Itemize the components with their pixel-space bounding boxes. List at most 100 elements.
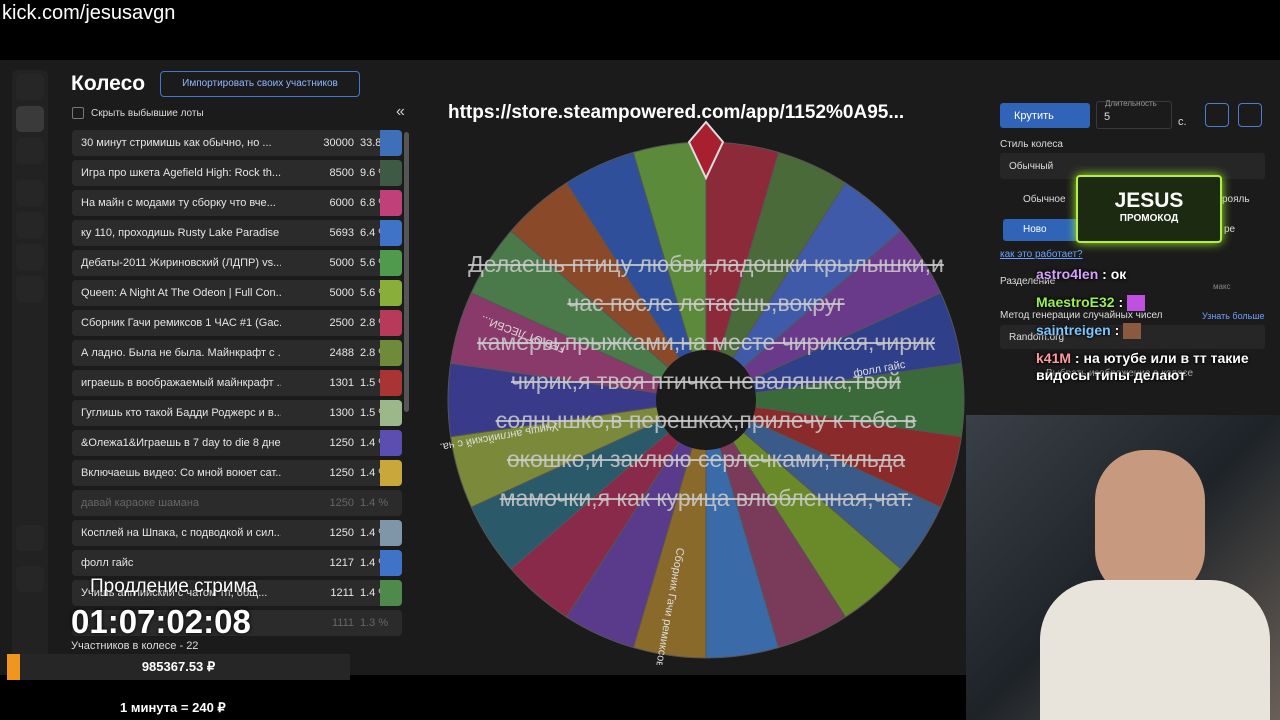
streamer-shirt — [1040, 580, 1270, 720]
split-label: Разделение — [1000, 276, 1056, 287]
lot-row[interactable]: фолл гайс 1217 1.4 % — [72, 550, 402, 576]
lot-color — [380, 220, 402, 246]
collapse-button[interactable]: « — [396, 103, 405, 120]
lot-color — [380, 250, 402, 276]
lot-row[interactable]: Включаешь видео: Со мной воюет сат... 125… — [72, 460, 402, 486]
lot-percent: 1.3 % — [360, 617, 389, 629]
mode-tab[interactable]: рояль — [1222, 194, 1250, 205]
chat-user: saintreigen — [1036, 322, 1111, 338]
lot-color — [380, 160, 402, 186]
lot-row[interactable]: Косплей на Шпака, с подводкой и сил... 12… — [72, 520, 402, 546]
lot-color — [380, 520, 402, 546]
wheel-hub — [656, 350, 756, 450]
nav-icon[interactable] — [16, 180, 44, 206]
streamer — [1095, 450, 1205, 600]
spin-button[interactable]: Крутить — [1000, 103, 1090, 128]
lot-amount: 1211 — [330, 587, 354, 599]
lot-row[interactable]: Гуглишь кто такой Бадди Роджерс и в... 13… — [72, 400, 402, 426]
lot-color — [380, 400, 402, 426]
lot-amount: 1250 — [329, 467, 354, 479]
lot-name: Учишь английский с чатом тп, общ... — [81, 587, 268, 599]
chat-message: k41M : на ютубе или в тт такие видосы ти… — [1036, 350, 1249, 383]
duration-input[interactable] — [1096, 101, 1172, 129]
lot-amount: 8500 — [329, 167, 354, 179]
style-label: Стиль колеса — [1000, 139, 1063, 150]
lot-amount: 2488 — [329, 347, 354, 359]
lot-percent: 1.4 % — [360, 497, 389, 509]
lot-row[interactable]: Queen: A Night At The Odeon | Full Con..… — [72, 280, 402, 306]
nav-icon[interactable] — [16, 566, 44, 592]
nav-icon[interactable] — [16, 244, 44, 270]
mode-tab[interactable]: Ново — [1003, 219, 1083, 241]
lot-row[interactable]: Дебаты-2011 Жириновский (ЛДПР) vs... 5000… — [72, 250, 402, 276]
promo-caption: ПРОМОКОД — [1119, 213, 1179, 224]
lot-amount: 6000 — [329, 197, 354, 209]
lot-row[interactable]: А ладно. Была не была. Майнкрафт с ... 24… — [72, 340, 402, 366]
nav-icon[interactable] — [16, 106, 44, 132]
participants: Участников в колесе - 22 — [71, 640, 199, 652]
lot-color — [380, 280, 402, 306]
lot-name: Гуглишь кто такой Бадди Роджерс и в... — [81, 407, 281, 419]
chat-text: на ютубе или в тт такие видосы типы дела… — [1036, 350, 1249, 383]
nav-icon[interactable] — [16, 525, 44, 551]
duration-label: Длительность — [1105, 99, 1157, 108]
lot-name: Сборник Гачи ремиксов 1 ЧАС #1 (Gac... — [81, 317, 281, 329]
lot-amount: 1301 — [329, 377, 354, 389]
chat-user: MaestroE32 — [1036, 294, 1115, 310]
nav-icon[interactable] — [16, 276, 44, 302]
rng-label: Метод генерации случайных чисел — [1000, 310, 1163, 321]
lot-color — [380, 430, 402, 456]
lot-row[interactable]: ... 1111 1.3 % — [72, 610, 402, 636]
lot-row[interactable]: Игра про шкета Agefield High: Rock th...… — [72, 160, 402, 186]
lot-color — [380, 460, 402, 486]
lot-name: Включаешь видео: Со мной воюет сат... — [81, 467, 281, 479]
checkbox[interactable] — [72, 107, 84, 119]
nav-icon[interactable] — [16, 212, 44, 238]
lot-amount: 1250 — [329, 527, 354, 539]
lot-name: фолл гайс — [81, 557, 134, 569]
lot-row[interactable]: давай караоке шамана 1250 1.4 % — [72, 490, 402, 516]
duration-value: 5 — [1104, 111, 1111, 123]
how-link[interactable]: как это работает? — [1000, 249, 1083, 260]
dice-button[interactable] — [1205, 103, 1229, 127]
image-label: Выбрать изображение в колесе — [1046, 368, 1194, 379]
music-button[interactable] — [1238, 103, 1262, 127]
nav-icon[interactable] — [16, 74, 44, 100]
rng-link[interactable]: Узнать больше — [1202, 311, 1265, 321]
rate: 1 минута = 240 ₽ — [120, 700, 226, 715]
mode-tab[interactable]: Обычное — [1023, 194, 1066, 205]
lot-name: Игра про шкета Agefield High: Rock th... — [81, 167, 281, 179]
lot-row[interactable]: Сборник Гачи ремиксов 1 ЧАС #1 (Gac... 25… — [72, 310, 402, 336]
lot-amount: 1300 — [329, 407, 354, 419]
lot-amount: 1217 — [329, 557, 354, 569]
import-button[interactable]: Импортировать своих участников — [160, 71, 360, 97]
lot-row[interactable]: 30 минут стримишь как обычно, но ... 3000… — [72, 130, 402, 156]
lot-name: ку 110, проходишь Rusty Lake Paradise — [81, 227, 280, 239]
lot-amount: 5000 — [329, 257, 354, 269]
style-select[interactable]: Обычный — [1000, 153, 1265, 179]
chat-message: MaestroE32 : — [1036, 294, 1266, 312]
lot-row[interactable]: ку 110, проходишь Rusty Lake Paradise 569… — [72, 220, 402, 246]
lot-row[interactable]: На майн с модами ту сборку что вче... 600… — [72, 190, 402, 216]
chat-emote — [1123, 323, 1142, 340]
timer: 01:07:02:08 — [71, 603, 251, 640]
lot-row[interactable]: Учишь английский с чатом тп, общ... 1211 1… — [72, 580, 402, 606]
promo-name: JESUS — [1114, 189, 1184, 212]
lot-color — [380, 190, 402, 216]
lot-amount: 2500 — [329, 317, 354, 329]
promo-badge: JESUS ПРОМОКОД — [1076, 175, 1222, 243]
lot-name: играешь в воображаемый майнкрафт ... — [81, 377, 281, 389]
lot-row[interactable]: играешь в воображаемый майнкрафт ... 1301… — [72, 370, 402, 396]
lot-amount: 30000 — [323, 137, 354, 149]
total-bar — [7, 654, 350, 680]
lot-color — [380, 580, 402, 606]
nav-icon[interactable] — [16, 138, 44, 164]
lot-row[interactable]: &Олежа1&Играешь в 7 day to die 8 дней! 12… — [72, 430, 402, 456]
mode-tab[interactable]: ре — [1224, 224, 1236, 235]
lot-name: Дебаты-2011 Жириновский (ЛДПР) vs... — [81, 257, 281, 269]
lot-name: На майн с модами ту сборку что вче... — [81, 197, 276, 209]
lot-color — [380, 550, 402, 576]
timer-label: Продление стрима — [90, 576, 258, 597]
